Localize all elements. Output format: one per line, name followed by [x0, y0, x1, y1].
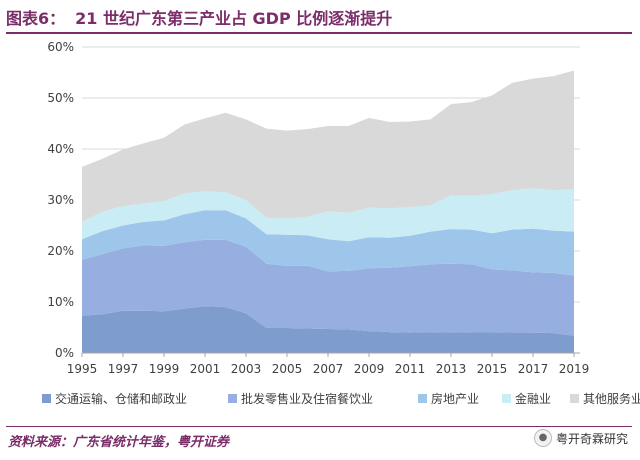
legend-swatch	[228, 394, 237, 403]
x-tick-label: 2005	[272, 362, 303, 376]
x-tick-label: 1999	[149, 362, 180, 376]
chart-area: 0% 10% 20% 30% 40% 50% 60% 1995 1997 1999 2001 2003…	[42, 40, 640, 406]
legend-label: 其他服务业	[583, 391, 640, 406]
x-tick-label: 2015	[477, 362, 508, 376]
brand: ● 粤开奇霖研究	[533, 429, 628, 447]
area-series-3	[82, 210, 574, 276]
area-series-5	[82, 70, 574, 222]
chart-title: 21 世纪广东第三产业占 GDP 比例逐渐提升	[75, 9, 393, 28]
x-tick-label: 2011	[395, 362, 426, 376]
footer: 资料来源：广东省统计年鉴，粤开证券 ● 粤开奇霖研究	[6, 426, 632, 450]
y-tick-label: 10%	[47, 295, 74, 309]
wechat-icon: ●	[533, 429, 552, 447]
legend-label: 房地产业	[431, 391, 479, 406]
legend-swatch	[502, 394, 511, 403]
legend-swatch	[42, 394, 51, 403]
source-note: 资料来源：广东省统计年鉴，粤开证券	[8, 435, 230, 450]
y-tick-label: 40%	[47, 142, 74, 156]
legend-label: 金融业	[515, 391, 551, 406]
chart-title-bar: 图表6： 21 世纪广东第三产业占 GDP 比例逐渐提升	[6, 6, 632, 34]
brand-name: 粤开奇霖研究	[555, 431, 628, 446]
x-tick-label: 2001	[190, 362, 221, 376]
y-tick-label: 30%	[47, 193, 74, 207]
x-tick-label: 2019	[559, 362, 590, 376]
y-tick-label: 60%	[47, 40, 74, 54]
legend-label: 批发零售业及住宿餐饮业	[241, 391, 373, 406]
y-tick-label: 50%	[47, 91, 74, 105]
area-series-4	[82, 188, 574, 242]
x-tick-label: 2013	[436, 362, 467, 376]
legend-swatch	[570, 394, 579, 403]
area-series-1	[82, 306, 574, 353]
legend-swatch	[418, 394, 427, 403]
x-tick-label: 2007	[313, 362, 344, 376]
x-tick-label: 2009	[354, 362, 385, 376]
x-tick-label: 1995	[67, 362, 98, 376]
x-tick-label: 2017	[518, 362, 549, 376]
y-tick-label: 20%	[47, 244, 74, 258]
legend-label: 交通运输、仓储和邮政业	[55, 391, 187, 406]
area-series-2	[82, 239, 574, 336]
x-tick-label: 1997	[108, 362, 139, 376]
y-tick-label: 0%	[55, 346, 74, 360]
figure-label: 图表6：	[6, 9, 66, 28]
x-tick-label: 2003	[231, 362, 262, 376]
